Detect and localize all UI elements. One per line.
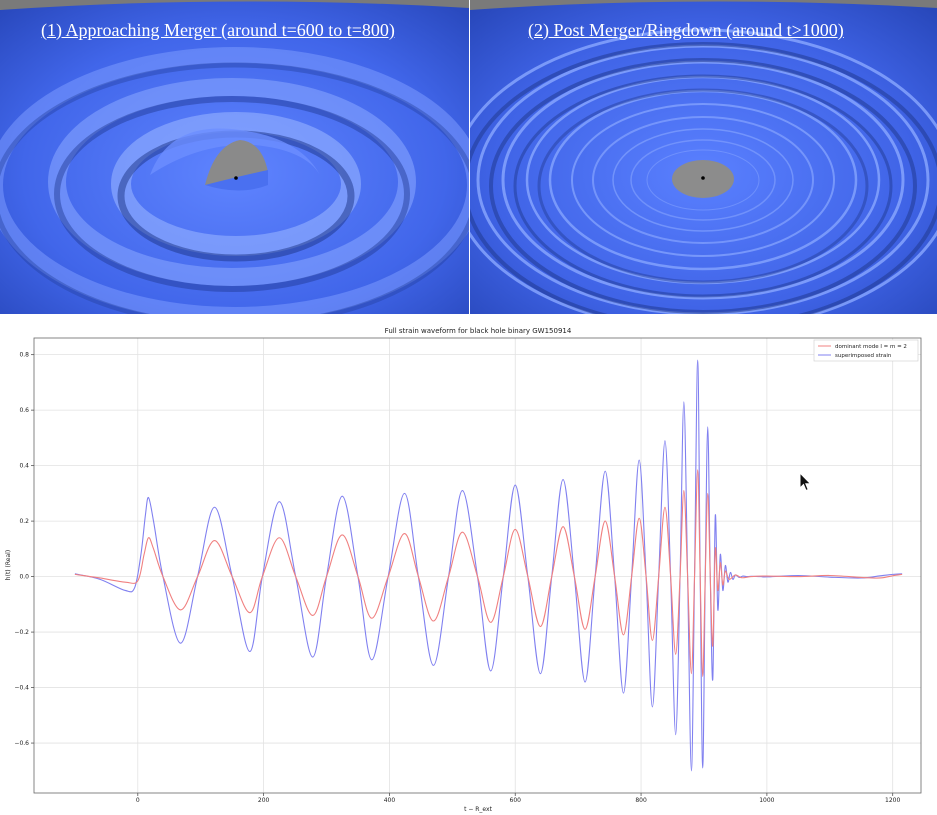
- y-tick-label: 0.4: [19, 463, 29, 470]
- render-panel-ringdown: [470, 0, 937, 314]
- y-tick-label: 0.8: [19, 352, 29, 359]
- chart-title: Full strain waveform for black hole bina…: [385, 327, 572, 335]
- series-dominant-mode-line: [74, 469, 903, 678]
- chart-legend: dominant mode l = m = 2 superimposed str…: [813, 339, 919, 362]
- y-tick-label: 0.6: [19, 407, 29, 414]
- plot-frame: [33, 337, 922, 794]
- legend-box: [813, 339, 919, 362]
- x-tick-label: 1200: [885, 797, 900, 804]
- y-tick-label: −0.4: [14, 685, 29, 692]
- waveform-render-image-left: [0, 0, 469, 314]
- chart-series-layer: [74, 359, 903, 772]
- approaching-merger-link[interactable]: (1) Approaching Merger (around t=600 to …: [41, 20, 395, 40]
- y-tick-label: −0.2: [14, 629, 29, 636]
- mouse-pointer-icon: [799, 472, 812, 492]
- series-superimposed-strain-line: [74, 359, 903, 772]
- y-tick-label: −0.6: [14, 740, 29, 747]
- chart-ticks: 0 200 400 600 800 1000 1200 0.8 0.6 0.4 0.2 0.0 −0.2…: [14, 352, 900, 804]
- x-axis-label: t − R_ext: [464, 806, 493, 813]
- legend-label-dominant-mode: dominant mode l = m = 2: [835, 344, 907, 350]
- y-axis-label: h(t) (Real): [5, 550, 12, 580]
- waveform-render-image-right: [470, 0, 937, 314]
- post-merger-ringdown-link[interactable]: (2) Post Merger/Ringdown (around t>1000): [528, 20, 844, 40]
- x-tick-label: 400: [384, 797, 396, 804]
- x-tick-label: 800: [635, 797, 647, 804]
- x-tick-label: 1000: [759, 797, 774, 804]
- chart-grid: [34, 338, 921, 793]
- x-tick-label: 600: [510, 797, 522, 804]
- strain-waveform-chart: Full strain waveform for black hole bina…: [5, 327, 922, 813]
- y-tick-label: 0.0: [19, 574, 29, 581]
- x-tick-label: 0: [136, 797, 140, 804]
- legend-label-superimposed-strain: superimposed strain: [835, 353, 892, 359]
- render-panel-approaching-merger: [0, 0, 469, 314]
- y-tick-label: 0.2: [19, 518, 29, 525]
- x-tick-label: 200: [258, 797, 270, 804]
